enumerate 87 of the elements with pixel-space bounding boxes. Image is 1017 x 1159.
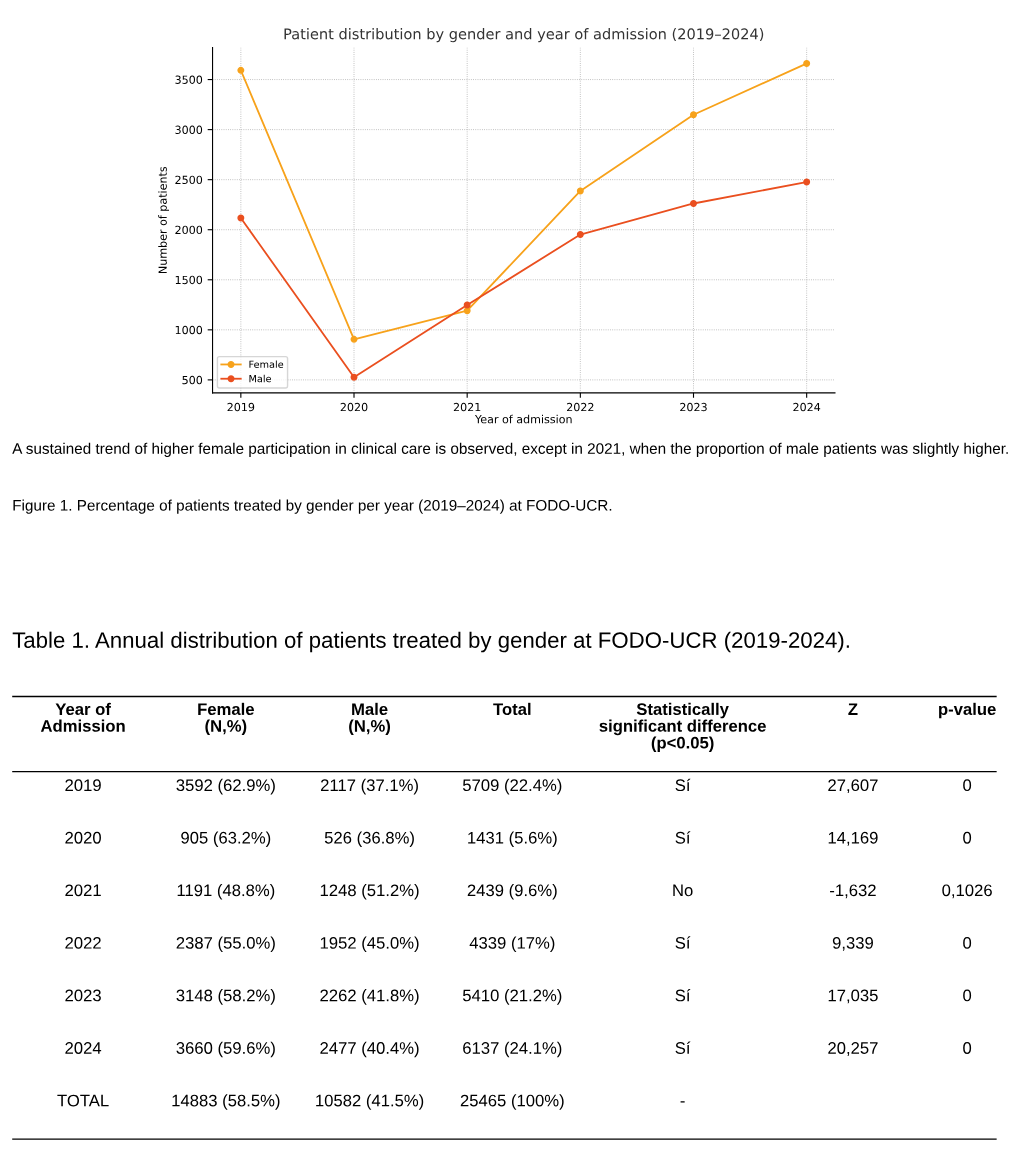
x-tick-label: Statistically significant difference (p<0.05) xyxy=(599,702,766,752)
text: Sí xyxy=(675,1041,691,1054)
text: 17,035 xyxy=(828,989,878,1004)
text: 1191 (48.8%) xyxy=(177,883,275,900)
text: 5410 (21.2%) xyxy=(462,989,562,1005)
point xyxy=(463,307,471,315)
x-tick-label: p-value xyxy=(939,702,996,719)
text: 3148 (58.2%) xyxy=(176,989,275,1005)
y-axis-title: Year of Admission xyxy=(40,702,125,732)
y-tick-label: 2500 xyxy=(175,175,203,185)
point xyxy=(690,200,697,207)
text: - xyxy=(680,1101,685,1103)
text: 1248 (51.2%) xyxy=(320,883,419,900)
y-tick-label: 1500 xyxy=(175,275,203,285)
point xyxy=(350,335,358,343)
text: 25465 (100%) xyxy=(460,1094,564,1110)
y-tick-label: 2024 xyxy=(65,1042,102,1054)
point xyxy=(576,187,584,195)
text: 0 xyxy=(963,831,972,844)
x-tick-label: 2019 xyxy=(227,402,255,412)
y-tick-label: 1000 xyxy=(175,325,203,335)
text: 526 (36.8%) xyxy=(324,831,414,847)
y-tick-label: 2020 xyxy=(65,831,101,844)
point xyxy=(690,111,697,119)
point xyxy=(350,373,358,381)
text: 27,607 xyxy=(828,779,878,794)
x-tick-label: 2020 xyxy=(340,402,368,412)
text: 905 (63.2%) xyxy=(181,831,271,847)
point xyxy=(237,66,245,74)
text: 0 xyxy=(963,779,972,792)
text: 20,257 xyxy=(828,1042,878,1056)
point xyxy=(803,60,811,68)
text: 1431 (5.6%) xyxy=(468,831,557,847)
text: 0 xyxy=(963,1042,972,1054)
y-axis-title: Number of patients xyxy=(158,166,169,273)
text: 2262 (41.8%) xyxy=(320,989,419,1005)
text: 4339 (17%) xyxy=(469,936,555,953)
text: 9,339 xyxy=(832,936,873,951)
y-tick-label: TOTAL xyxy=(57,1094,109,1107)
text: Sí xyxy=(675,778,691,792)
text: Sí xyxy=(675,936,691,949)
text: 6137 (24.1%) xyxy=(463,1041,562,1058)
text: 3660 (59.6%) xyxy=(176,1041,275,1058)
text: 2117 (37.1%) xyxy=(320,778,418,795)
caption: Figure 1. Percentage of patients treated by gender per year (2019–2024) at FODO-UCR. xyxy=(13,499,612,514)
point xyxy=(463,301,471,309)
text: No xyxy=(673,884,693,897)
text: 2477 (40.4%) xyxy=(320,1041,419,1058)
text: 2387 (55.0%) xyxy=(176,936,275,953)
x-tick-label: Total xyxy=(493,702,531,716)
text: 10582 (41.5%) xyxy=(316,1094,424,1110)
y-tick-label: 3500 xyxy=(175,75,203,84)
text: 14,169 xyxy=(828,831,878,846)
text: Sí xyxy=(675,831,691,844)
y-tick-label: 3000 xyxy=(175,125,203,134)
text: A sustained trend of higher female participation in clinical care is observed, except in 2021, when the proportion of male patients was slightly higher. xyxy=(12,442,1008,457)
point xyxy=(803,178,811,186)
x-tick-label: 2024 xyxy=(793,402,821,412)
text: Sí xyxy=(675,988,691,1002)
legend-label: Female xyxy=(249,360,284,368)
point xyxy=(576,231,584,238)
text: 3592 (62.9%) xyxy=(176,778,275,795)
x-axis-title: Year of admission xyxy=(474,414,572,424)
x-tick-label: Female (N,%) xyxy=(198,702,254,736)
text: 0 xyxy=(963,989,972,1002)
point xyxy=(237,214,245,222)
y-tick-label: 2021 xyxy=(65,884,101,897)
y-tick-label: 2019 xyxy=(65,779,101,792)
x-tick-label: Male (N,%) xyxy=(349,702,391,736)
text: 14883 (58.5%) xyxy=(172,1094,280,1110)
chart-title: Table 1. Annual distribution of patients treated by gender at FODO-UCR (2019-2024). xyxy=(12,631,849,653)
y-tick-label: 2000 xyxy=(175,225,203,235)
legend-label: Male xyxy=(249,374,272,383)
text: 2439 (9.6%) xyxy=(467,883,557,900)
text: 1952 (45.0%) xyxy=(320,936,419,953)
x-tick-label: 2021 xyxy=(453,402,481,412)
y-tick-label: 500 xyxy=(182,375,203,385)
text: 5709 (22.4%) xyxy=(462,778,562,795)
x-tick-label: 2023 xyxy=(680,402,707,412)
text: -1,632 xyxy=(830,884,876,899)
y-tick-label: 2023 xyxy=(65,989,101,1002)
text: 0 xyxy=(963,936,972,949)
text: 0,1026 xyxy=(942,884,992,899)
chart-title: Patient distribution by gender and year of admission (2019–2024) xyxy=(284,28,764,43)
x-tick-label: Z xyxy=(848,703,858,715)
x-tick-label: 2022 xyxy=(567,402,594,412)
y-tick-label: 2022 xyxy=(65,936,101,949)
